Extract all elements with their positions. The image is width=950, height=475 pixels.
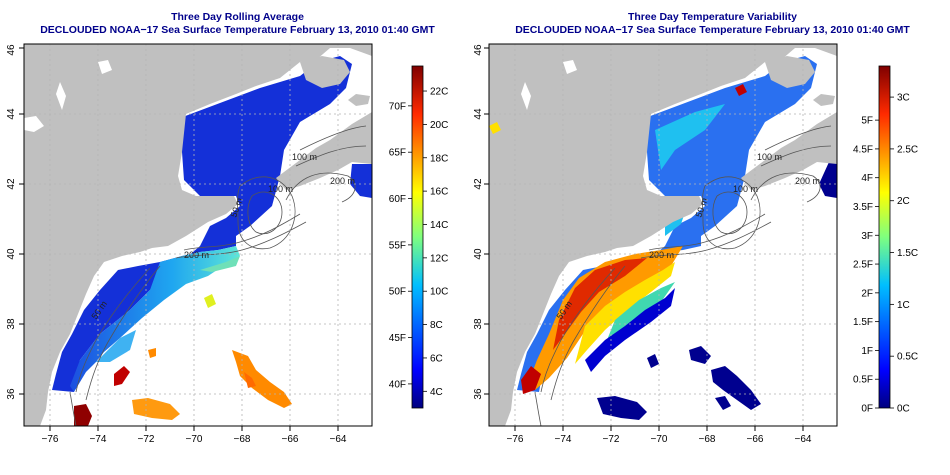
celsius-tick-label: 10C (430, 287, 448, 298)
celsius-tick-label: 1.5C (897, 248, 918, 259)
contour-label: 200 m (649, 250, 674, 260)
sst-variability-map: 100 m 200 m 100 m 50 m 200 m 50 m (473, 43, 918, 445)
lon-tick-label: −76 (507, 434, 524, 445)
lat-tick-label: 38 (6, 318, 17, 330)
lat-tick-label: 44 (473, 108, 484, 120)
map-frame (488, 43, 838, 427)
celsius-tick-label: 0.5C (897, 352, 918, 363)
lat-tick-label: 40 (6, 248, 17, 260)
fahrenheit-tick-label: 2F (861, 288, 873, 299)
celsius-tick-label: 4C (430, 387, 443, 398)
map-frame (23, 43, 373, 427)
contour-label: 100 m (757, 152, 782, 162)
map-title: Three Day Rolling Average (171, 11, 304, 23)
fahrenheit-tick-label: 1.5F (853, 317, 873, 328)
map-area: 100 m 200 m 100 m 50 m 200 m 50 m (489, 44, 837, 426)
contour-label: 100 m (268, 184, 293, 194)
fahrenheit-tick-label: 3F (861, 231, 873, 242)
lat-lon-grid (24, 44, 372, 426)
bathymetry-contours (534, 125, 832, 426)
fahrenheit-tick-label: 5F (861, 116, 873, 127)
fahrenheit-tick-label: 70F (389, 101, 406, 112)
land-north-america (24, 44, 372, 426)
lon-tick-label: −76 (42, 434, 59, 445)
lon-tick-label: −72 (603, 434, 620, 445)
land-north-america (489, 44, 837, 426)
map-subtitle: DECLOUDED NOAA−17 Sea Surface Temperatur… (40, 24, 435, 36)
lat-tick-label: 36 (6, 388, 17, 400)
lon-tick-label: −74 (555, 434, 572, 445)
fahrenheit-tick-label: 1F (861, 346, 873, 357)
lat-lon-grid (489, 44, 837, 426)
celsius-tick-label: 12C (430, 253, 448, 264)
lon-tick-label: −68 (234, 434, 251, 445)
lon-tick-label: −70 (186, 434, 203, 445)
celsius-tick-label: 20C (430, 120, 448, 131)
celsius-tick-label: 2.5C (897, 144, 918, 155)
contour-label: 100 m (292, 152, 317, 162)
longitude-labels: −76 −74 −72 −70 −68 −66 −64 (42, 434, 347, 445)
latitude-labels: 36 38 40 42 44 46 (6, 44, 17, 400)
sst-variability-panel: Three Day Temperature Variability DECLOU… (473, 0, 950, 475)
celsius-tick-label: 22C (430, 87, 448, 98)
map-area: 100 m 200 m 100 m 50 m 200 m 50 m (24, 44, 372, 426)
lat-tick-label: 46 (6, 44, 17, 56)
fahrenheit-tick-label: 0F (861, 404, 873, 415)
celsius-tick-label: 0C (897, 404, 910, 415)
colorbar-scale (878, 65, 891, 409)
fahrenheit-tick-label: 2.5F (853, 260, 873, 271)
fahrenheit-tick-label: 60F (389, 194, 406, 205)
fahrenheit-tick-label: 55F (389, 240, 406, 251)
lat-tick-label: 42 (473, 178, 484, 190)
sst-average-map: 100 m 200 m 100 m 50 m 200 m 50 m (6, 43, 448, 445)
lat-tick-label: 40 (473, 248, 484, 260)
celsius-tick-label: 14C (430, 220, 448, 231)
lat-tick-label: 44 (6, 108, 17, 120)
contour-label: 200 m (330, 176, 355, 186)
lon-tick-label: −64 (330, 434, 347, 445)
longitude-labels: −76 −74 −72 −70 −68 −66 −64 (507, 434, 812, 445)
map-title: Three Day Temperature Variability (627, 11, 798, 23)
lat-tick-label: 38 (473, 318, 484, 330)
fahrenheit-tick-label: 3.5F (853, 202, 873, 213)
variability-colorbar: 0C 0.5C 1C 1.5C 2C 2.5C 3C 0F 0.5F 1F 1.5F 2F 2.5F 3… (853, 65, 918, 415)
celsius-tick-label: 1C (897, 300, 910, 311)
contour-label: 200 m (795, 176, 820, 186)
map-subtitle: DECLOUDED NOAA−17 Sea Surface Temperatur… (515, 24, 910, 36)
lon-tick-label: −70 (651, 434, 668, 445)
celsius-tick-label: 18C (430, 153, 448, 164)
fahrenheit-tick-label: 4.5F (853, 144, 873, 155)
lon-tick-label: −68 (699, 434, 716, 445)
fahrenheit-tick-label: 45F (389, 333, 406, 344)
lat-tick-label: 36 (473, 388, 484, 400)
colorbar-scale (411, 65, 424, 409)
celsius-tick-label: 8C (430, 320, 443, 331)
celsius-tick-label: 3C (897, 93, 910, 104)
lon-tick-label: −64 (795, 434, 812, 445)
celsius-tick-label: 6C (430, 353, 443, 364)
latitude-labels: 36 38 40 42 44 46 (473, 44, 484, 400)
contour-label: 100 m (733, 184, 758, 194)
fahrenheit-tick-label: 50F (389, 287, 406, 298)
contour-label: 200 m (184, 250, 209, 260)
fahrenheit-tick-label: 0.5F (853, 375, 873, 386)
celsius-tick-label: 16C (430, 187, 448, 198)
lon-tick-label: −66 (747, 434, 764, 445)
temperature-colorbar: 4C 6C 8C 10C 12C 14C 16C 18C 20C 22C 40F 45F 50F 55F… (389, 65, 448, 409)
fahrenheit-tick-label: 40F (389, 379, 406, 390)
lon-tick-label: −72 (138, 434, 155, 445)
lat-tick-label: 46 (473, 44, 484, 56)
celsius-tick-label: 2C (897, 196, 910, 207)
sst-average-panel: Three Day Rolling Average DECLOUDED NOAA… (6, 11, 448, 445)
land-nova-scotia (741, 112, 837, 190)
lat-tick-label: 42 (6, 178, 17, 190)
fahrenheit-tick-label: 4F (861, 173, 873, 184)
lon-tick-label: −66 (282, 434, 299, 445)
land-nova-scotia (276, 112, 372, 190)
lon-tick-label: −74 (90, 434, 107, 445)
fahrenheit-tick-label: 65F (389, 148, 406, 159)
